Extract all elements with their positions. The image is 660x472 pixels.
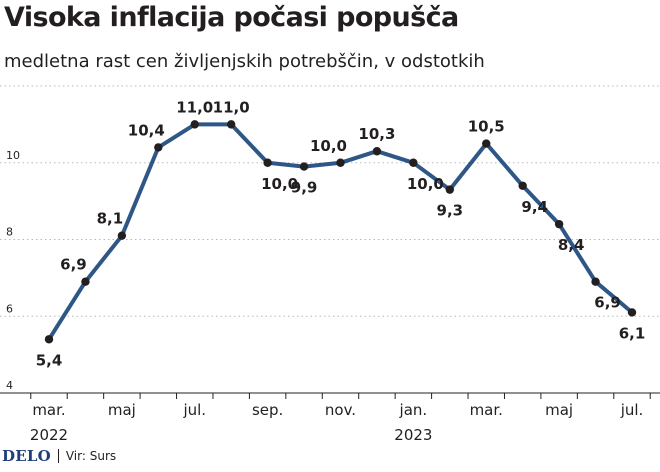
data-point <box>372 147 382 156</box>
data-point <box>409 158 418 167</box>
data-point <box>482 139 491 148</box>
data-label: 5,4 <box>36 351 63 369</box>
series-line <box>47 122 634 342</box>
data-point <box>591 277 600 286</box>
x-axis: mar. maj jul. sep. nov. jan. mar. maj jul. 2022 20… <box>0 392 660 444</box>
x-tick-label: mar. <box>470 401 503 419</box>
y-axis-ticks: 4 6 8 10 <box>6 149 20 392</box>
x-tick-label: jul. <box>182 401 206 419</box>
y-tick-label: 6 <box>6 302 13 315</box>
delo-logo: DELO <box>2 447 51 465</box>
data-point <box>44 335 54 344</box>
x-tick-label: mar. <box>32 401 65 419</box>
data-point <box>627 308 637 317</box>
data-point <box>226 120 236 129</box>
footer: DELO Vir: Surs <box>0 446 116 466</box>
data-label: 9,3 <box>437 202 464 220</box>
data-point <box>554 219 564 229</box>
x-tick-label: jul. <box>620 401 644 419</box>
data-label: 8,1 <box>97 210 124 228</box>
data-label: 10,3 <box>358 125 395 143</box>
chart-subtitle: medletna rast cen življenjskih potrebšči… <box>4 51 485 72</box>
data-label: 10,0 <box>407 175 444 193</box>
x-tick-label: jan. <box>399 401 428 419</box>
data-label: 10,0 <box>310 137 347 155</box>
data-point <box>81 277 90 286</box>
data-point <box>518 181 527 190</box>
footer-separator <box>57 449 59 463</box>
data-label: 8,4 <box>558 236 585 254</box>
x-tick-label: maj <box>108 401 136 419</box>
x-tick-label: nov. <box>325 401 356 419</box>
data-point <box>190 120 199 129</box>
data-label: 10,0 <box>261 175 298 193</box>
data-point <box>445 185 455 194</box>
data-label: 6,9 <box>60 256 87 274</box>
data-label: 6,9 <box>594 294 621 312</box>
year-label: 2022 <box>30 426 68 444</box>
data-point <box>336 158 345 167</box>
data-point <box>154 143 163 152</box>
chart-title: Visoka inflacija počasi popušča <box>4 2 459 33</box>
data-label: 6,1 <box>619 324 646 342</box>
data-labels: 5,46,98,110,411,0 11,010,09,910,010,310,0… <box>36 98 646 369</box>
y-tick-label: 8 <box>6 226 13 239</box>
x-tick-label: sep. <box>252 401 283 419</box>
data-label: 11,0 <box>213 98 250 116</box>
x-tick-label: maj <box>545 401 573 419</box>
data-points <box>44 120 637 344</box>
data-label: 10,5 <box>468 118 505 136</box>
data-label: 9,4 <box>521 198 548 216</box>
data-label: 9,9 <box>291 179 318 197</box>
source-note: Vir: Surs <box>65 449 117 463</box>
series-polyline <box>47 122 634 342</box>
year-label: 2023 <box>394 426 432 444</box>
data-point <box>263 158 272 167</box>
data-label: 10,4 <box>128 121 165 139</box>
y-tick-label: 10 <box>6 149 20 162</box>
data-point <box>299 162 309 171</box>
data-point <box>117 231 127 240</box>
y-tick-label: 4 <box>6 379 13 392</box>
data-label: 11,0 <box>176 98 213 116</box>
